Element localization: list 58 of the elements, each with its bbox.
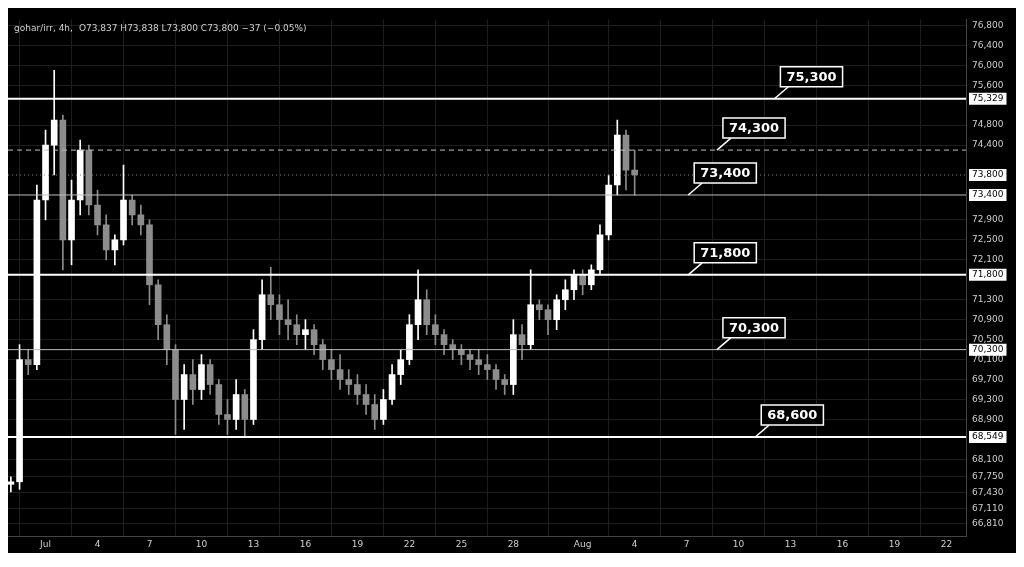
y-tick-label: 72,100 [972,254,1004,265]
y-tick-label: 69,300 [972,393,1004,404]
x-tick-label: 19 [888,538,901,549]
y-tick-label: 66,810 [972,518,1004,529]
y-tick-label: 68,100 [972,453,1004,464]
ref-line-label: 73,800 [972,169,1004,180]
y-tick-label: 74,800 [972,119,1004,130]
x-tick-label: 7 [683,538,690,549]
x-tick-label: 10 [195,538,208,549]
y-tick-label: 67,750 [972,471,1004,482]
x-tick-label: Jul [39,538,51,549]
annotation: 70,300 [728,320,780,336]
x-tick-label: 25 [455,538,468,549]
candlestick [24,349,32,375]
candlestick [284,299,292,340]
x-tick-label: 16 [836,538,849,549]
x-tick-label: 4 [94,538,101,549]
x-tick-label: 13 [784,538,797,549]
y-tick-label: 67,430 [972,487,1004,498]
y-tick-label: 76,800 [972,19,1004,30]
y-tick-label: 72,500 [972,234,1004,245]
y-tick-label: 68,900 [972,413,1004,424]
x-tick-label: 19 [351,538,364,549]
y-tick-label: 72,900 [972,214,1004,225]
y-tick-label: 74,400 [972,139,1004,150]
chart-subtitle: O73,837 H73,838 L73,800 C73,800 −37 (−0.05%) [78,23,307,34]
y-tick-label: 69,700 [972,373,1004,384]
ref-line-label: 73,400 [972,189,1004,200]
candlestick [345,369,353,395]
y-tick-label: 71,300 [972,294,1004,305]
y-tick-label: 70,100 [972,353,1004,364]
ref-line-label: 70,300 [972,343,1004,354]
candlestick [475,349,483,375]
x-tick-label: 22 [940,538,953,549]
x-tick-label: 28 [507,538,520,549]
annotation: 68,600 [767,407,818,423]
y-tick-label: 75,600 [972,79,1004,90]
y-tick-label: 67,110 [972,503,1004,514]
ref-line-label: 75,329 [972,93,1004,104]
x-tick-label: Aug [573,538,592,549]
chart-title: gohar/irr, 4h, [14,23,73,34]
ref-line-label: 71,800 [972,269,1004,280]
y-tick-label: 70,900 [972,314,1004,325]
x-tick-label: 16 [299,538,312,549]
y-tick-label: 70,500 [972,334,1004,344]
x-tick-label: 13 [247,538,260,549]
x-tick-label: 7 [146,538,153,549]
annotation: 74,300 [728,120,780,136]
ref-line-label: 68,549 [972,431,1004,442]
annotation: 71,800 [700,245,751,261]
candlestick [267,266,275,321]
x-tick-label: 10 [732,538,745,549]
y-tick-label: 76,400 [972,39,1004,50]
annotation: 75,300 [786,69,837,85]
y-tick-label: 76,000 [972,59,1004,70]
x-tick-label: 4 [631,538,638,549]
x-tick-label: 22 [403,538,416,549]
annotation: 73,400 [700,165,751,181]
